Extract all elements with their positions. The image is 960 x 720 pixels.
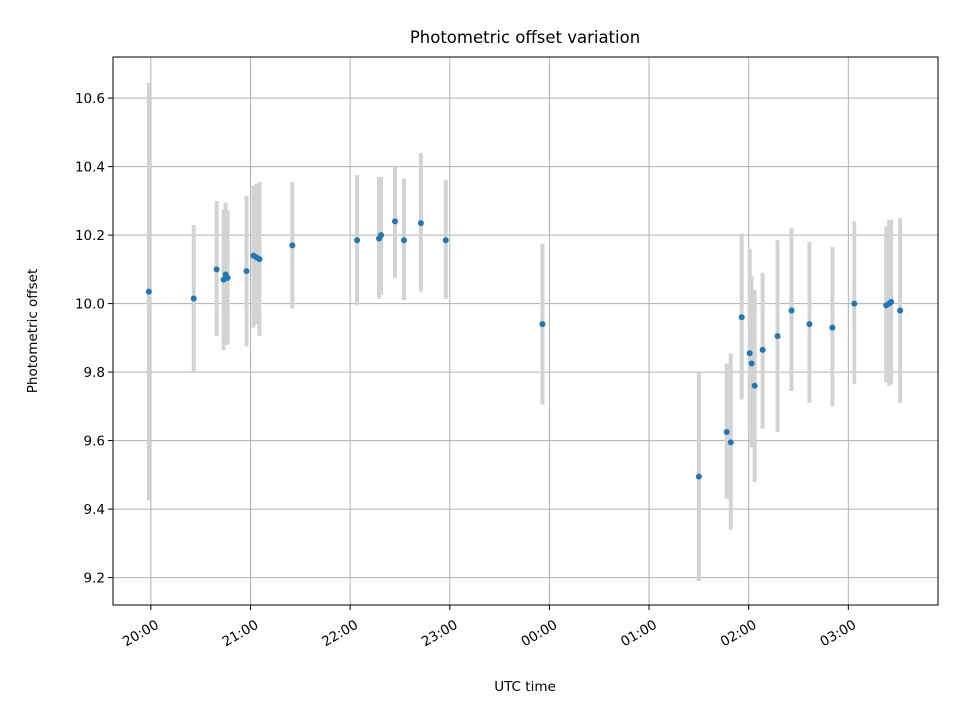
data-point-14	[391, 218, 398, 225]
data-point-9	[256, 256, 263, 263]
data-point-19	[695, 473, 702, 480]
y-tick-label-6: 10.4	[75, 160, 105, 176]
data-point-0	[145, 288, 152, 295]
chart-title: Photometric offset variation	[410, 28, 640, 47]
plot-frame	[112, 56, 939, 606]
x-axis-label: UTC time	[494, 679, 556, 695]
data-points	[145, 218, 904, 480]
data-point-27	[774, 333, 781, 340]
y-axis-ticks: 9.2 9.4 9.6 9.8 10.0 10.2 10.4 10.6	[75, 91, 113, 587]
x-tick-label-0: 20:00	[120, 617, 162, 650]
y-tick-label-4: 10.0	[75, 297, 105, 313]
x-tick-label-3: 23:00	[419, 617, 461, 650]
y-tick-label-0: 9.2	[84, 571, 105, 587]
data-point-25	[751, 382, 758, 389]
data-point-15	[400, 237, 407, 244]
x-tick-label-6: 02:00	[718, 617, 760, 650]
data-point-31	[851, 300, 858, 307]
x-tick-label-5: 01:00	[618, 617, 660, 650]
data-point-30	[829, 324, 836, 331]
y-tick-label-3: 9.8	[84, 365, 105, 381]
data-point-1	[190, 295, 197, 302]
data-point-16	[417, 220, 424, 227]
data-point-24	[748, 360, 755, 367]
data-point-34	[888, 298, 895, 305]
data-point-18	[539, 321, 546, 328]
error-bars	[146, 82, 903, 582]
data-point-13	[378, 232, 385, 239]
data-point-20	[723, 429, 730, 436]
x-tick-label-1: 21:00	[220, 617, 262, 650]
y-tick-label-7: 10.6	[75, 91, 105, 107]
data-point-22	[738, 314, 745, 321]
y-axis-label: Photometric offset	[25, 269, 41, 393]
data-point-26	[759, 346, 766, 353]
grid	[113, 57, 938, 605]
y-tick-label-1: 9.4	[84, 502, 105, 518]
data-point-35	[897, 307, 904, 314]
data-point-21	[727, 439, 734, 446]
y-tick-label-2: 9.6	[84, 434, 105, 450]
data-point-28	[788, 307, 795, 314]
x-tick-label-2: 22:00	[319, 617, 361, 650]
data-point-10	[289, 242, 296, 249]
x-tick-label-7: 03:00	[817, 617, 859, 650]
data-point-11	[354, 237, 361, 244]
data-point-29	[806, 321, 813, 328]
data-point-2	[213, 266, 220, 273]
data-point-6	[243, 268, 250, 275]
x-axis-ticks: 20:00 21:00 22:00 23:00 00:00 01:00 02:00 03:00	[120, 605, 859, 650]
y-tick-label-5: 10.2	[75, 228, 105, 244]
data-point-17	[442, 237, 449, 244]
x-tick-label-4: 00:00	[519, 617, 561, 650]
data-point-5	[224, 274, 231, 281]
data-point-23	[746, 350, 753, 357]
